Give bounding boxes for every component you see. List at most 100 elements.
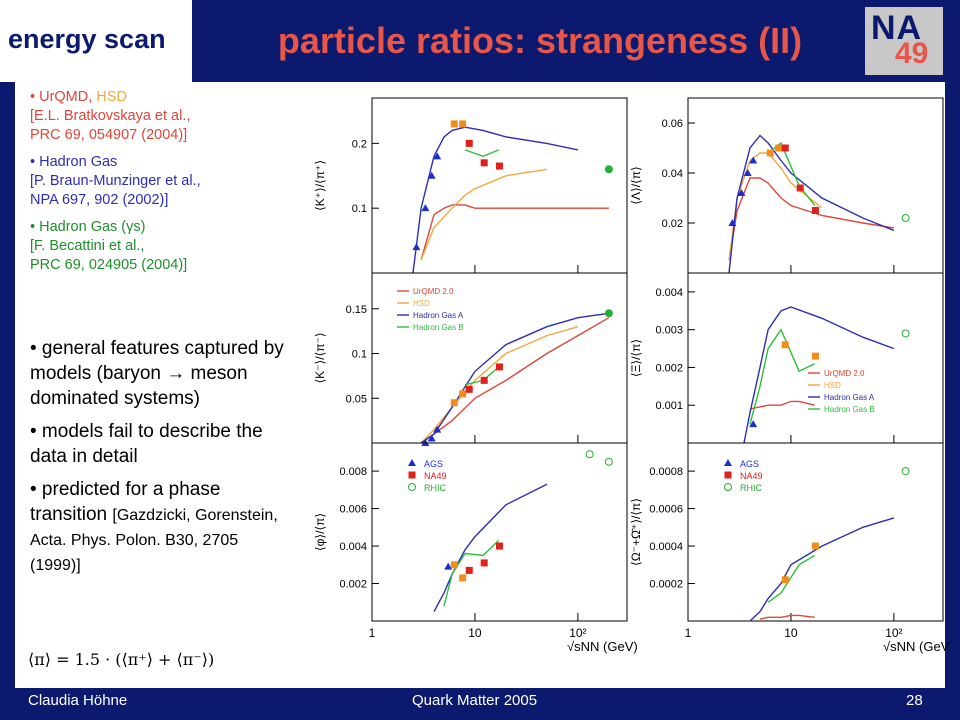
chart-panel-3: 0.05 0.1 0.15 ⟨K⁻⟩/⟨π⁻⟩ UrQMD 2.0 HSD Hadron G… [313,272,628,446]
rhic-point [604,165,613,174]
legend-marker-na49 [724,471,732,479]
ags-point [433,152,442,160]
slide-title: particle ratios: strangeness (II) [277,20,803,61]
legend-marker-ags [724,459,732,466]
panel-frame [371,442,628,622]
series-line-hsd [420,168,548,261]
section-label: energy scan [8,24,166,54]
pion-formula: ⟨π⟩ = 1.5 · (⟨π⁺⟩ + ⟨π⁻⟩) [28,650,215,669]
na49-point [811,542,819,550]
series-line-hadron-gas-a [749,517,895,622]
ref-urqmd-journal: PRC 69, 054907 (2004)] [30,127,188,143]
ags-point [427,434,436,442]
na49-logo: NA 49 [863,5,945,77]
bullet-list: • general features captured by models (b… [30,336,292,585]
legend-label: Hadron Gas A [824,393,875,402]
ref-hga-label: • Hadron Gas [30,154,118,170]
legend-marker-na49 [408,471,416,479]
chart-panel-4: 0.001 0.002 0.003 0.004 ⟨Ξ⟩/⟨π⟩ UrQMD 2.0 HSD H… [629,272,944,444]
chart-grid: 0.10.2⟨K⁺⟩/⟨π⁺⟩0.020.040.06⟨Λ⟩/⟨π⟩0.050.… [313,97,950,654]
na49-point [495,542,503,550]
rhic-point [901,467,910,476]
x-axis-label: √sNN (GeV) [567,639,638,654]
y-tick-label: 0.002 [339,579,367,591]
legend-label: NA49 [740,471,763,481]
ref-hgb-journal: PRC 69, 024905 (2004)] [30,257,188,273]
x-tick-label: 1 [685,626,692,640]
y-tick-label: 0.1 [352,349,367,361]
legend-marker-ags [408,459,416,466]
series-line-hadron-gas-b [767,141,816,206]
ref-hsd-label: HSD [96,89,127,105]
legend-marker-rhic [408,483,416,491]
chart-panel-6: 0.0002 0.0004 0.0006 0.0008 ⟨Ω⁻+Ω̄⁺⟩/⟨π⟩ 1 10 1… [629,442,950,654]
na49-point [450,399,458,407]
legend-label: AGS [740,459,759,469]
na49-point [450,120,458,128]
y-axis-label: ⟨K⁺⟩/⟨π⁺⟩ [313,160,327,211]
y-tick-label: 0.2 [352,138,367,150]
na49-point [459,390,467,398]
legend-label: UrQMD 2.0 [413,287,454,296]
legend-label: HSD [824,381,841,390]
y-tick-label: 0.15 [346,304,367,316]
panel-frame [371,97,628,274]
y-axis-label: ⟨K⁻⟩/⟨π⁻⟩ [313,332,327,383]
ref-hgb-authors: [F. Becattini et al., [30,238,145,254]
legend-marker-rhic [724,483,732,491]
ags-point [427,171,436,179]
rhic-point [604,309,613,318]
rhic-point [901,329,910,338]
chart-panel-2: 0.02 0.04 0.06 ⟨Λ⟩/⟨π⟩ [629,97,944,274]
footer-conference: Quark Matter 2005 [412,692,538,709]
references: • UrQMD, HSD [E.L. Bratkovskaya et al., … [30,88,290,283]
na49-point [459,574,467,582]
legend-label: RHIC [740,483,762,493]
bullet-3-citation: [Gazdzicki, Gorenstein, Acta. Phys. Polo… [30,507,278,574]
na49-point [811,207,819,214]
ags-point [749,156,758,164]
legend-label: RHIC [424,483,446,493]
ref-urqmd-label: • UrQMD, [30,89,97,105]
ags-point [433,425,442,433]
panel-frame [687,442,944,622]
rhic-point [604,457,613,466]
na49-point [495,162,503,170]
x-tick-label: 10² [885,626,902,640]
footer-author: Claudia Höhne [28,692,128,709]
bullet-2: • models fail to describe the data in de… [30,421,263,467]
bullet-3-text: • predicted for a phase transition [30,479,221,525]
x-axis-label: √sNN (GeV) [883,639,950,654]
footer-page-number: 28 [906,692,923,709]
ags-point [743,169,752,176]
series-line-hadron-gas-a [728,134,895,274]
y-tick-label: 0.0004 [649,541,683,553]
section-label-box: energy scan [0,0,192,82]
ags-point [421,204,430,212]
ags-point [412,243,421,251]
series-line-urqmd-2-0 [749,400,815,410]
na49-point [465,385,473,393]
y-tick-label: 0.006 [339,504,367,516]
legend-label: Hadron Gas A [413,311,464,320]
ref-hadron-gas-a: • Hadron Gas [P. Braun-Munzinger et al.,… [30,153,290,210]
legend-label: AGS [424,459,443,469]
y-tick-label: 0.002 [655,362,683,374]
series-line-hadron-gas-b [749,328,816,425]
panel-frame [371,272,628,444]
legend-label: NA49 [424,471,447,481]
legend-label: HSD [413,299,430,308]
ags-point [728,219,737,226]
legend-label: UrQMD 2.0 [824,369,865,378]
na49-point [775,144,783,152]
na49-point [781,576,789,584]
logo-text-49: 49 [895,37,929,70]
y-tick-label: 0.05 [346,393,367,405]
ags-point [444,562,453,570]
panel-frame [687,97,944,274]
y-tick-label: 0.004 [655,287,683,299]
na49-point [480,376,488,384]
na49-point [465,566,473,574]
ref-urqmd-authors: [E.L. Bratkovskaya et al., [30,108,191,124]
